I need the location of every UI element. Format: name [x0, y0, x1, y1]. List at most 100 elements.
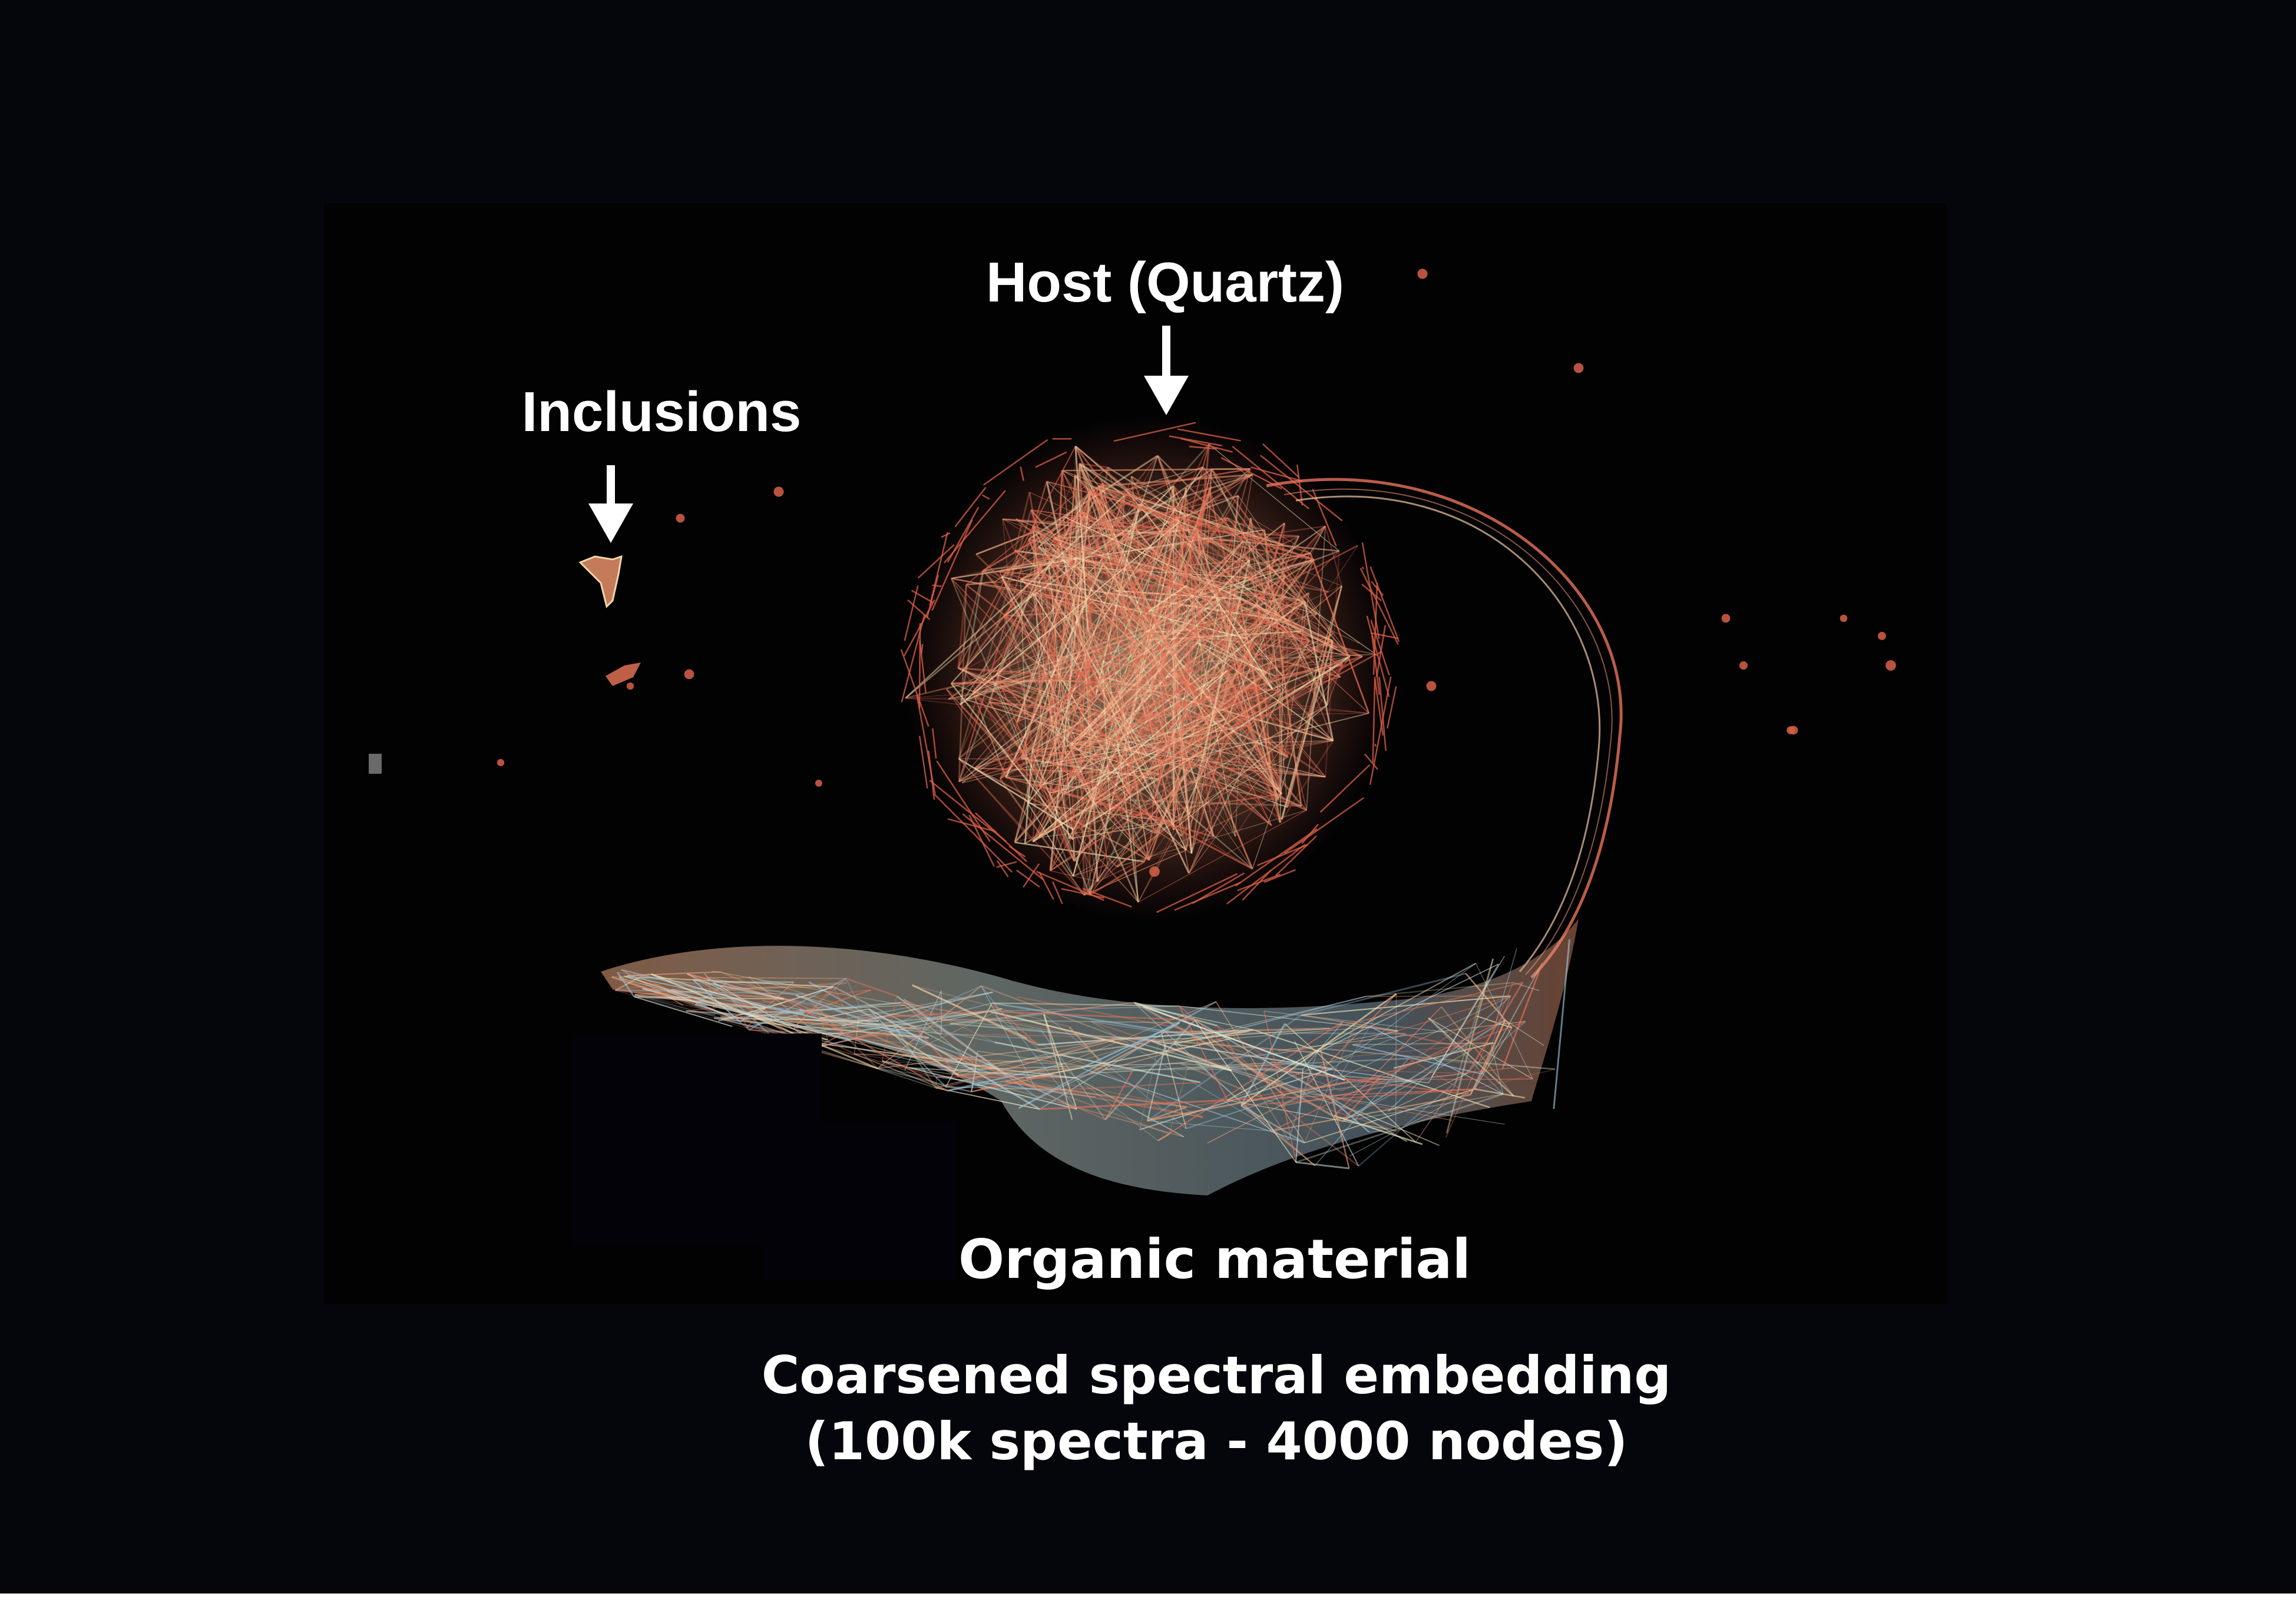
host-edge	[1062, 601, 1305, 681]
host-edge	[1049, 708, 1156, 794]
host-edge	[982, 569, 1097, 696]
host-ring-edge	[996, 860, 1009, 877]
host-ring-edge	[1177, 428, 1241, 442]
organic-edge	[651, 973, 767, 1009]
host-edge	[1053, 538, 1123, 817]
connecting-arc	[1266, 478, 1623, 979]
host-edge	[1226, 670, 1279, 800]
host-edge	[1109, 601, 1305, 814]
organic-edge	[990, 1011, 1159, 1141]
organic-edge	[904, 999, 995, 1043]
host-edge	[1209, 492, 1328, 705]
organic-edge	[1067, 1081, 1201, 1091]
organic-edge	[1263, 1011, 1297, 1162]
host-edge	[1154, 598, 1240, 710]
host-edge	[1051, 724, 1120, 740]
arc-edge-mid	[1283, 488, 1613, 975]
host-edge	[1175, 516, 1199, 643]
organic-edge	[1474, 1027, 1513, 1089]
host-edge	[1053, 762, 1253, 870]
host-edge	[1031, 509, 1054, 539]
host-edge	[1147, 640, 1333, 757]
host-edge	[1079, 462, 1108, 469]
host-edge	[1125, 466, 1203, 491]
host-edge	[1109, 672, 1268, 814]
organic-edge	[935, 1076, 937, 1088]
host-edge	[1004, 589, 1138, 617]
organic-edge	[1465, 973, 1513, 1029]
host-ring-edge	[1370, 619, 1390, 675]
host-edge	[948, 613, 1317, 700]
host-edge	[1069, 747, 1150, 861]
host-ring-edge	[1301, 823, 1319, 844]
host-edge	[950, 578, 1096, 801]
host-edge	[1090, 490, 1179, 524]
organic-edge	[912, 984, 1038, 1046]
organic-edge	[1342, 1049, 1473, 1122]
host-edge	[1020, 559, 1250, 580]
organic-edge	[1080, 1022, 1180, 1069]
host-edge	[1073, 708, 1156, 830]
organic-edge	[947, 1063, 1064, 1092]
host-edge	[1180, 640, 1310, 837]
organic-edge	[611, 975, 625, 978]
host-edge	[1078, 463, 1125, 496]
organic-edge	[904, 999, 951, 1025]
organic-edge	[991, 1002, 1038, 1046]
organic-edge	[994, 1041, 1201, 1084]
host-edge	[1131, 475, 1333, 641]
host-edge	[958, 758, 1085, 896]
organic-edge	[893, 1025, 937, 1089]
host-ring-edge	[1366, 615, 1390, 697]
host-ring-edge	[1082, 887, 1132, 908]
host-ring-edge	[919, 640, 927, 693]
outlier-node	[773, 486, 784, 497]
host-edge	[995, 674, 1150, 861]
organic-edge	[1371, 1026, 1504, 1095]
host-edge	[1062, 679, 1167, 688]
organic-edge	[1314, 1058, 1409, 1166]
host-edge	[1073, 795, 1132, 862]
host-edge	[958, 667, 1369, 714]
organic-edge	[1133, 1002, 1218, 1027]
host-ring-edge	[1008, 845, 1026, 858]
host-edge	[1265, 559, 1315, 673]
host-edge	[996, 674, 1192, 746]
host-edge	[1138, 526, 1326, 903]
host-edge	[995, 674, 1075, 862]
host-edge	[905, 697, 1220, 737]
organic-edge	[1240, 1063, 1306, 1094]
organic-edge	[1306, 993, 1397, 1086]
host-edge	[1054, 599, 1149, 757]
host-edge	[1033, 486, 1212, 594]
host-edge	[1076, 559, 1251, 725]
host-ring-edge	[1374, 743, 1377, 747]
host-edge	[1189, 814, 1215, 837]
host-edge	[1285, 597, 1289, 757]
organic-edge	[1037, 1029, 1253, 1046]
arc-edge-outer	[1266, 478, 1623, 979]
host-edge	[1037, 739, 1077, 838]
host-edge	[975, 554, 1172, 744]
host-edge	[1068, 727, 1210, 839]
host-ring-edge	[1359, 568, 1399, 645]
organic-edge	[845, 978, 898, 998]
host-edge	[998, 571, 1003, 577]
host-edge	[1152, 517, 1228, 806]
host-ring-edge	[900, 649, 929, 727]
host-edge	[1188, 714, 1256, 874]
organic-edge	[957, 1069, 1096, 1098]
arc-edge-inner	[1295, 495, 1601, 972]
host-edge	[1032, 526, 1052, 725]
organic-edge	[1161, 1028, 1330, 1033]
host-edge	[1279, 604, 1310, 641]
host-edge	[1038, 503, 1141, 786]
host-edge	[1158, 773, 1302, 807]
host-ring-edge	[1020, 466, 1025, 481]
organic-edge	[1104, 1070, 1133, 1120]
host-edge	[1083, 512, 1150, 860]
host-edge	[1225, 665, 1342, 720]
organic-edge	[889, 1013, 1044, 1033]
host-edge	[1032, 739, 1077, 842]
organic-edge	[1327, 1096, 1370, 1133]
